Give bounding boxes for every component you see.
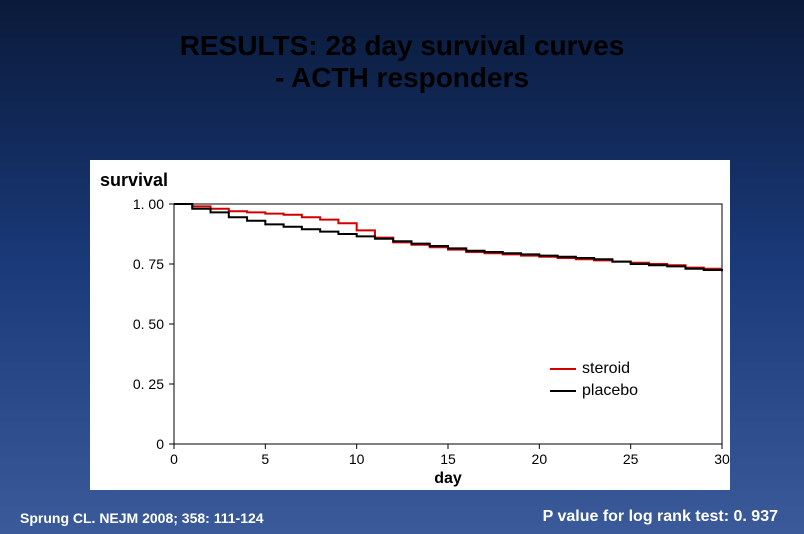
x-tick-label: 10: [349, 451, 365, 467]
x-tick-label: 5: [261, 451, 269, 467]
series-placebo: [174, 204, 722, 271]
x-tick-label: 20: [532, 451, 548, 467]
legend-label: steroid: [582, 360, 630, 378]
title-line-1: RESULTS: 28 day survival curves: [180, 30, 625, 61]
series-steroid: [174, 204, 722, 269]
y-tick-label: 0. 75: [133, 256, 164, 272]
y-tick-label: 0: [156, 436, 164, 452]
title-line-2: - ACTH responders: [275, 62, 529, 93]
slide-title: RESULTS: 28 day survival curves - ACTH r…: [0, 30, 804, 94]
y-tick-label: 0. 50: [133, 316, 164, 332]
legend-item: placebo: [550, 382, 638, 400]
x-tick-label: 30: [714, 451, 730, 467]
x-tick-label: 0: [170, 451, 178, 467]
x-tick-label: 15: [440, 451, 456, 467]
x-tick-label: 25: [623, 451, 639, 467]
legend-swatch: [550, 390, 576, 392]
y-tick-label: 0. 25: [133, 376, 164, 392]
legend-item: steroid: [550, 360, 638, 378]
legend: steroid placebo: [550, 360, 638, 404]
y-tick-label: 1. 00: [133, 196, 164, 212]
survival-plot: 0 0. 25 0. 50 0. 75 1. 00 0 5 10 15 20 25 30: [90, 160, 730, 490]
chart-panel: survival 00. 250. 500. 751. 000510152025…: [90, 160, 730, 490]
legend-label: placebo: [582, 382, 638, 400]
citation-text: Sprung CL. NEJM 2008; 358: 111-124: [20, 510, 264, 526]
slide: RESULTS: 28 day survival curves - ACTH r…: [0, 0, 804, 534]
legend-swatch: [550, 368, 576, 370]
x-axis-label: day: [174, 470, 722, 488]
pvalue-text: P value for log rank test: 0. 937: [543, 508, 778, 526]
